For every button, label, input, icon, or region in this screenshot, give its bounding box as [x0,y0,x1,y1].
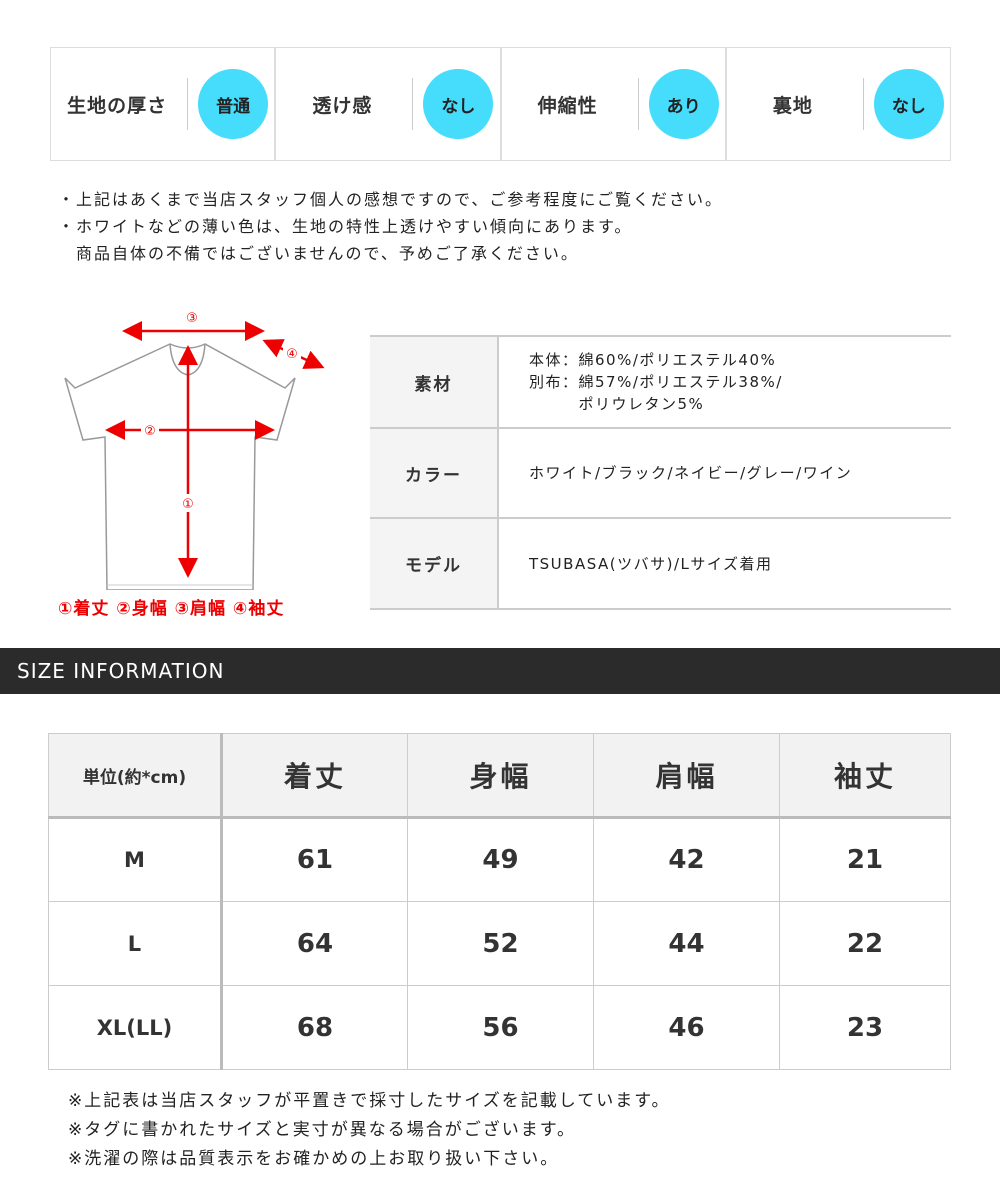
divider [637,78,639,130]
attr-value-badge: 普通 [198,69,269,139]
value-cell: 61 [221,817,408,902]
value-cell: 68 [221,985,408,1070]
value-cell: 44 [593,901,780,986]
table-header-row: 単位(約*cm) 着丈 身幅 肩幅 袖丈 [48,733,951,819]
footnote: ※上記表は当店スタッフが平置きで採寸したサイズを記載しています。 [68,1091,671,1111]
attr-value-badge: なし [423,69,494,139]
attr-lining: 裏地 なし [727,48,950,160]
attr-label: 伸縮性 [537,94,598,117]
size-table: 単位(約*cm) 着丈 身幅 肩幅 袖丈 M 61 49 42 21 L 64 52 44 22… [48,733,951,1070]
value-cell: 56 [407,985,594,1070]
spec-value: ポリウレタン5% [529,395,705,413]
section-header: SIZE INFORMATION [0,648,1000,694]
footnotes: ※上記表は当店スタッフが平置きで採寸したサイズを記載しています。 ※タグに書かれ… [68,1087,671,1174]
spec-value: ホワイト/ブラック/ネイビー/グレー/ワイン [529,464,853,482]
attr-stretch: 伸縮性 あり [502,48,727,160]
divider [187,78,189,130]
value-cell: 49 [407,817,594,902]
attr-value-badge: なし [873,69,944,139]
table-row: L 64 52 44 22 [48,901,951,986]
marker-2: ② [144,424,156,439]
note: ・上記はあくまで当店スタッフ個人の感想ですので、ご参考程度にご覧ください。 [58,190,724,209]
note: 商品自体の不備ではございませんので、予めご了承ください。 [76,244,579,263]
value-cell: 21 [779,817,951,902]
note: ・ホワイトなどの薄い色は、生地の特性上透けやすい傾向にあります。 [58,217,633,236]
value-cell: 42 [593,817,780,902]
divider [412,78,414,130]
value-cell: 52 [407,901,594,986]
size-cell: XL(LL) [48,985,223,1070]
attr-label: 生地の厚さ [67,94,168,117]
marker-4: ④ [286,347,298,362]
size-cell: M [48,817,223,902]
value-cell: 23 [779,985,951,1070]
spec-value: TSUBASA(ツバサ)/Lサイズ着用 [529,555,773,573]
table-row: XL(LL) 68 56 46 23 [48,985,951,1070]
spec-row-color: カラー ホワイト/ブラック/ネイビー/グレー/ワイン [370,429,951,519]
spec-row-material: 素材 本体：綿60%/ポリエステル40% 別布：綿57%/ポリエステル38%/ ポリ… [370,337,951,429]
header-cell: 単位(約*cm) [48,733,223,819]
spec-row-model: モデル TSUBASA(ツバサ)/Lサイズ着用 [370,519,951,610]
marker-3: ③ [186,311,198,326]
attr-label: 透け感 [312,94,373,117]
size-cell: L [48,901,223,986]
fabric-attributes: 生地の厚さ 普通 透け感 なし 伸縮性 あり 裏地 なし [50,47,951,161]
tshirt-outline-icon [64,343,296,590]
header-cell: 着丈 [221,733,408,819]
tshirt-diagram: ③ ④ ② ① [64,308,325,590]
attr-value-badge: あり [648,69,719,139]
table-row: M 61 49 42 21 [48,817,951,902]
value-cell: 46 [593,985,780,1070]
spec-label: 素材 [370,337,499,427]
attr-sheerness: 透け感 なし [276,48,502,160]
diagram-legend: ①着丈 ②身幅 ③肩幅 ④袖丈 [58,599,285,619]
footnote: ※洗濯の際は品質表示をお確かめの上お取り扱い下さい。 [68,1149,560,1169]
value-cell: 22 [779,901,951,986]
value-cell: 64 [221,901,408,986]
header-cell: 身幅 [407,733,594,819]
marker-1: ① [182,497,194,512]
attr-thickness: 生地の厚さ 普通 [51,48,277,160]
spec-label: モデル [370,519,499,608]
spec-table: 素材 本体：綿60%/ポリエステル40% 別布：綿57%/ポリエステル38%/ ポリ… [370,335,951,610]
spec-value: 本体：綿60%/ポリエステル40% [529,351,777,369]
spec-label: カラー [370,429,499,517]
footnote: ※タグに書かれたサイズと実寸が異なる場合がございます。 [68,1120,577,1140]
spec-value: 別布：綿57%/ポリエステル38%/ [529,373,783,391]
notes: ・上記はあくまで当店スタッフ個人の感想ですので、ご参考程度にご覧ください。 ・ホ… [58,186,723,267]
divider [862,78,864,130]
attr-label: 裏地 [772,94,813,117]
header-cell: 袖丈 [779,733,951,819]
header-cell: 肩幅 [593,733,780,819]
